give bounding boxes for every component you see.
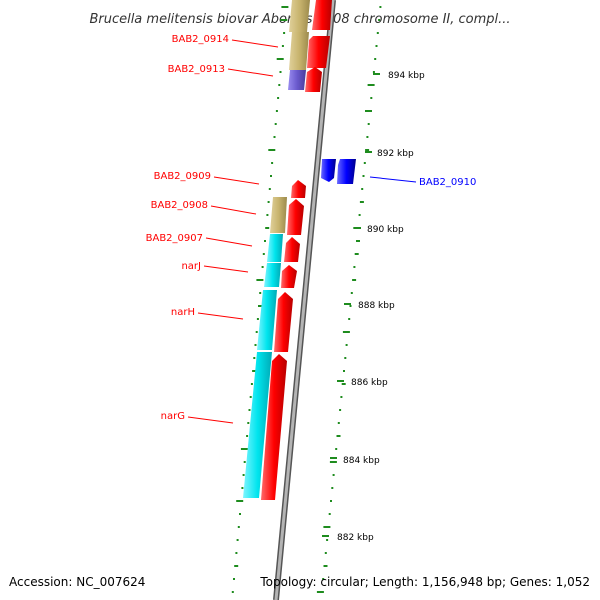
gene-arrow-narH[interactable] <box>274 292 293 352</box>
accession-label: Accession: NC_007624 <box>9 575 145 589</box>
summary-label: Topology: circular; Length: 1,156,948 bp… <box>259 575 590 589</box>
gene-label-BAB2_0913[interactable]: BAB2_0913 <box>168 64 225 75</box>
gene-arrow-BAB2_0907[interactable] <box>284 237 300 262</box>
feature-block-slate <box>288 70 306 90</box>
gene-arrow-BAB2_0910[interactable] <box>337 159 356 184</box>
feature-block-cyan-narH <box>257 290 277 350</box>
ruler-label-894: 894 kbp <box>388 71 425 81</box>
ruler-label-882: 882 kbp <box>337 533 374 543</box>
gene-arrow-BAB2_0914[interactable] <box>307 36 330 68</box>
gene-arrow-narJ[interactable] <box>281 265 297 288</box>
gene-arrow-narG[interactable] <box>261 354 287 500</box>
ruler-label-884: 884 kbp <box>343 456 380 466</box>
gene-arrow-BAB2_0913[interactable] <box>305 67 322 92</box>
gene-labels-left: BAB2_0914 BAB2_0913 BAB2_0909 BAB2_0908 … <box>146 34 279 424</box>
gene-labels-right: BAB2_0910 <box>369 176 476 188</box>
feature-block-tan <box>289 32 309 70</box>
gene-label-BAB2_0910[interactable]: BAB2_0910 <box>419 177 476 188</box>
gene-arrow-reverse-small[interactable] <box>321 159 336 182</box>
feature-block-cyan-narJ <box>264 263 281 287</box>
feature-block-tan-0908 <box>270 197 287 233</box>
gene-label-BAB2_0909[interactable]: BAB2_0909 <box>154 171 211 182</box>
gene-label-narG[interactable]: narG <box>161 411 185 422</box>
gene-label-BAB2_0907[interactable]: BAB2_0907 <box>146 233 203 244</box>
ruler-label-892: 892 kbp <box>377 149 414 159</box>
gene-label-BAB2_0914[interactable]: BAB2_0914 <box>172 34 229 45</box>
reverse-genes <box>321 159 356 184</box>
feature-block-tan-top <box>289 0 310 32</box>
ruler-label-888: 888 kbp <box>358 301 395 311</box>
gene-arrow-BAB2_0909[interactable] <box>291 180 306 198</box>
gene-label-narJ[interactable]: narJ <box>181 261 201 272</box>
ruler-label-890: 890 kbp <box>367 225 404 235</box>
gene-label-narH[interactable]: narH <box>171 307 195 318</box>
feature-blocks <box>243 0 310 498</box>
ruler-label-886: 886 kbp <box>351 378 388 388</box>
position-ruler: 894 kbp 892 kbp 890 kbp 888 kbp 886 kbp … <box>322 71 425 543</box>
gc-track-left <box>231 6 289 593</box>
forward-genes <box>261 0 332 500</box>
gene-arrow-top[interactable] <box>312 0 332 30</box>
gene-arrow-BAB2_0908[interactable] <box>287 199 304 235</box>
feature-block-cyan-0907 <box>267 234 283 262</box>
feature-block-cyan-narG <box>243 352 272 498</box>
gene-label-BAB2_0908[interactable]: BAB2_0908 <box>151 200 208 211</box>
